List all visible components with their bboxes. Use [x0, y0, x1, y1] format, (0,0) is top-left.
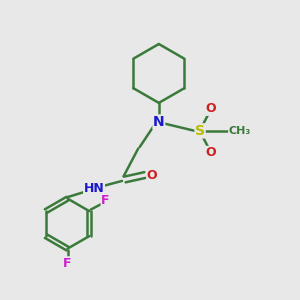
- Text: N: N: [153, 115, 165, 129]
- Text: O: O: [205, 102, 216, 115]
- Text: S: S: [195, 124, 205, 138]
- Text: O: O: [147, 169, 158, 182]
- Text: HN: HN: [84, 182, 104, 195]
- Text: F: F: [63, 257, 72, 270]
- Text: F: F: [101, 194, 110, 207]
- Text: O: O: [205, 146, 216, 159]
- Text: CH₃: CH₃: [229, 126, 251, 136]
